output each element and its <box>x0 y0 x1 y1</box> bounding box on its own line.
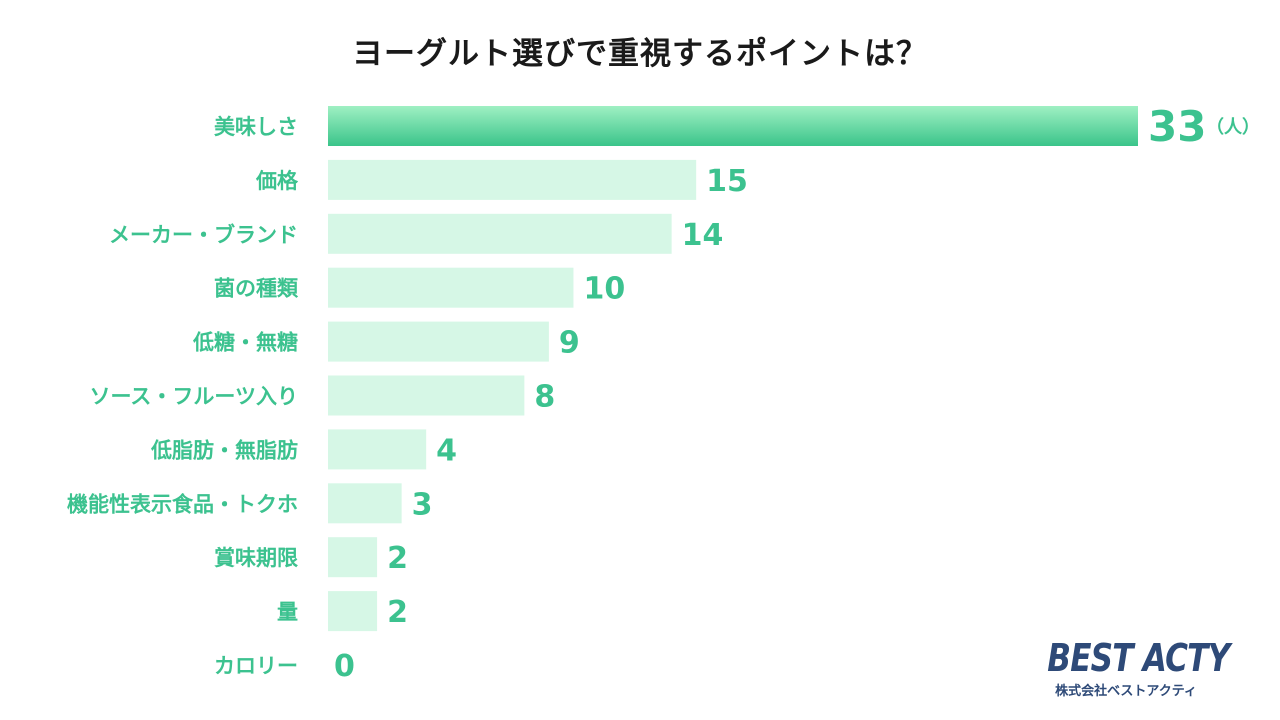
category-label: 菌の種類 <box>214 277 299 301</box>
bars-layer: 美味しさ 33 （人） 価格 15 メーカー・ブランド 14 菌の種類 10 低糖・無糖 9 ソース・… <box>67 102 1260 684</box>
bar <box>328 159 697 200</box>
value-label: 10 <box>583 272 625 307</box>
value-label: 33 <box>1148 102 1206 151</box>
value-label: 2 <box>387 541 408 576</box>
bar <box>328 537 378 578</box>
value-label: 14 <box>682 218 724 253</box>
category-label: 価格 <box>255 169 299 193</box>
value-label: 2 <box>387 595 408 630</box>
category-label: カロリー <box>214 654 298 678</box>
value-label: 0 <box>334 649 355 684</box>
category-label: 低脂肪・無脂肪 <box>150 438 298 462</box>
value-label: 8 <box>534 380 555 415</box>
category-label: 美味しさ <box>214 115 298 139</box>
category-label: 機能性表示食品・トクホ <box>67 492 298 516</box>
bar <box>328 321 549 362</box>
logo-wordmark: BEST ACTY <box>1047 636 1230 680</box>
category-label: 賞味期限 <box>214 546 298 570</box>
category-label: メーカー・ブランド <box>109 223 298 247</box>
bar <box>328 213 672 254</box>
bar <box>328 375 525 416</box>
unit-label: （人） <box>1206 117 1260 138</box>
category-label: 量 <box>277 600 298 624</box>
category-label: 低糖・無糖 <box>192 331 298 355</box>
value-label: 4 <box>436 433 457 468</box>
category-label: ソース・フルーツ入り <box>89 385 298 409</box>
company-logo: BEST ACTY 株式会社ベストアクティ <box>1030 636 1230 702</box>
value-label: 15 <box>706 164 748 199</box>
value-label: 3 <box>412 487 433 522</box>
bar <box>328 483 402 524</box>
bar <box>328 267 574 308</box>
bar <box>328 591 378 632</box>
bar <box>328 429 427 470</box>
value-label: 9 <box>559 326 580 361</box>
chart-title: ヨーグルト選びで重視するポイントは？ <box>352 36 928 72</box>
bar <box>328 106 1138 146</box>
logo-company-name: 株式会社ベストアクティ <box>1055 684 1197 699</box>
